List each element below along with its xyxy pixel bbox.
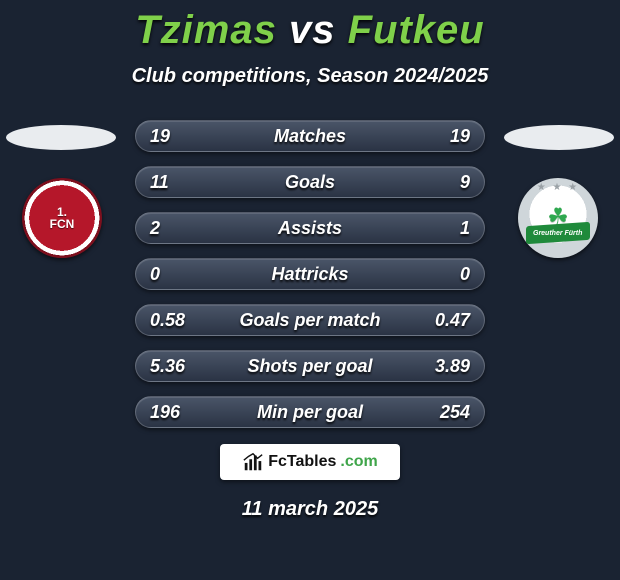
stat-label: Assists [136,218,484,239]
stat-left-value: 5.36 [150,356,185,377]
furth-ribbon-text: Greuther Fürth [533,230,582,237]
stat-row-goals: 11 Goals 9 [135,166,485,198]
fcn-badge-icon: 1. FCN [22,178,102,258]
brand-text-1: FcTables [268,453,336,471]
comparison-card: Tzimas vs Futkeu Club competitions, Seas… [0,0,620,580]
furth-badge-icon: ★ ★ ★ ☘ Greuther Fürth [518,178,598,258]
stat-right-value: 9 [436,172,470,193]
stat-label: Shots per goal [136,356,484,377]
stat-right-value: 0.47 [435,310,470,331]
card-subtitle: Club competitions, Season 2024/2025 [0,65,620,88]
player-left-photo [6,125,116,150]
stat-left-value: 19 [150,126,184,147]
stat-right-value: 0 [436,264,470,285]
stat-row-matches: 19 Matches 19 [135,120,485,152]
player-left-name: Tzimas [135,8,277,52]
fcn-line2: FCN [50,218,75,230]
stat-label: Hattricks [136,264,484,285]
stat-row-shots-per-goal: 5.36 Shots per goal 3.89 [135,350,485,382]
stat-row-assists: 2 Assists 1 [135,212,485,244]
stat-label: Goals per match [136,310,484,331]
stat-left-value: 0.58 [150,310,185,331]
stat-label: Goals [136,172,484,193]
stat-label: Min per goal [136,402,484,423]
furth-stars: ★ ★ ★ [518,182,598,193]
player-right-photo [504,125,614,150]
stat-row-hattricks: 0 Hattricks 0 [135,258,485,290]
player-right-name: Futkeu [348,8,485,52]
brand-text-2: .com [340,453,377,471]
stat-left-value: 2 [150,218,184,239]
stat-right-value: 1 [436,218,470,239]
stat-left-value: 0 [150,264,184,285]
bar-chart-icon [242,451,264,473]
vs-separator: vs [289,8,336,52]
stat-left-value: 11 [150,172,184,193]
furth-ribbon: Greuther Fürth [526,222,590,244]
stat-row-goals-per-match: 0.58 Goals per match 0.47 [135,304,485,336]
brand-badge: FcTables.com [220,444,400,480]
club-badge-left: 1. FCN [22,178,102,258]
card-date: 11 march 2025 [0,498,620,521]
stat-right-value: 3.89 [435,356,470,377]
stat-label: Matches [136,126,484,147]
stat-left-value: 196 [150,402,184,423]
fcn-badge-text: 1. FCN [50,206,75,230]
stat-right-value: 19 [436,126,470,147]
card-title: Tzimas vs Futkeu [0,8,620,53]
stat-right-value: 254 [436,402,470,423]
stat-row-min-per-goal: 196 Min per goal 254 [135,396,485,428]
stats-list: 19 Matches 19 11 Goals 9 2 Assists 1 0 H… [135,120,485,442]
club-badge-right: ★ ★ ★ ☘ Greuther Fürth [518,178,598,258]
